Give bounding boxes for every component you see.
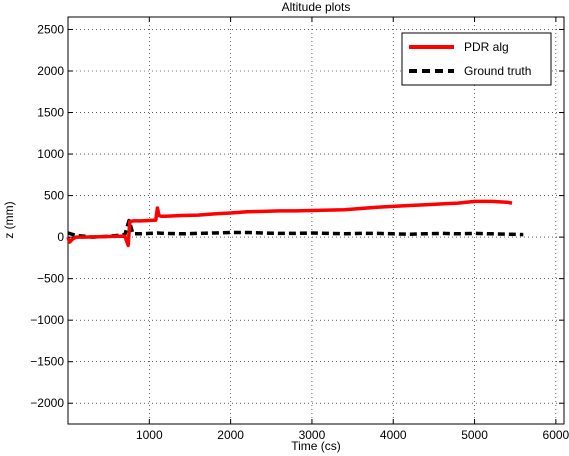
x-tick-label: 3000 <box>299 428 326 442</box>
y-tick-label: 2500 <box>37 22 64 36</box>
x-tick-label: 4000 <box>380 428 407 442</box>
x-tick-label: 6000 <box>543 428 569 442</box>
legend-label-pdr: PDR alg <box>464 40 509 54</box>
legend: PDR alg Ground truth <box>401 32 552 86</box>
y-tick-label: 500 <box>44 189 64 203</box>
x-tick-label: 5000 <box>461 428 488 442</box>
y-tick-label: 0 <box>57 230 64 244</box>
legend-box <box>401 32 552 86</box>
y-tick-label: −2000 <box>30 396 64 410</box>
x-tick-label: 2000 <box>217 428 244 442</box>
chart-title: Altitude plots <box>282 0 351 14</box>
axis-ticks: 1000 2000 3000 4000 5000 6000−2000−1500−1000−… <box>30 17 569 442</box>
y-tick-label: −1500 <box>30 355 64 369</box>
y-tick-label: −1000 <box>30 313 64 327</box>
grid-lines <box>68 17 564 424</box>
x-tick-label: 1000 <box>136 428 163 442</box>
y-tick-label: −500 <box>37 272 64 286</box>
y-tick-label: 1500 <box>37 106 64 120</box>
legend-label-ground-truth: Ground truth <box>464 64 531 78</box>
y-tick-label: 1000 <box>37 147 64 161</box>
y-tick-label: 2000 <box>37 64 64 78</box>
y-axis-label: z (mm) <box>2 201 16 238</box>
x-axis-label: Time (cs) <box>291 439 341 453</box>
series-layer <box>66 199 524 248</box>
series-pdr-alg <box>66 199 513 248</box>
